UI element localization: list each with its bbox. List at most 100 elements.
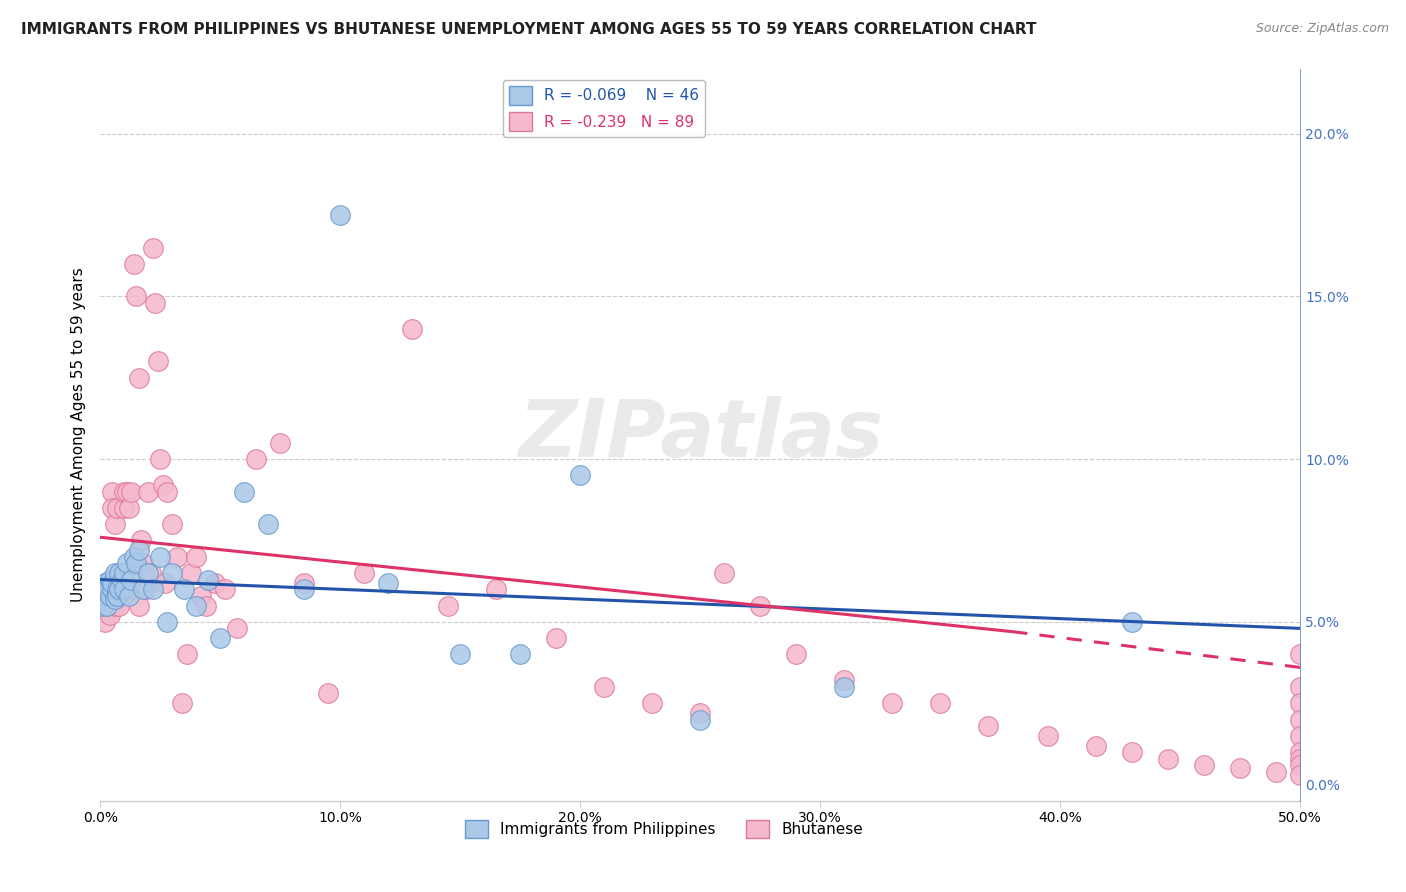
Point xyxy=(160,566,183,580)
Point xyxy=(1121,615,1143,629)
Point xyxy=(292,582,315,597)
Point xyxy=(91,582,114,597)
Point xyxy=(149,549,172,564)
Point xyxy=(485,582,508,597)
Point xyxy=(180,566,202,580)
Y-axis label: Unemployment Among Ages 55 to 59 years: Unemployment Among Ages 55 to 59 years xyxy=(72,268,86,602)
Point xyxy=(1229,761,1251,775)
Point xyxy=(112,500,135,515)
Point xyxy=(269,435,291,450)
Point xyxy=(125,556,148,570)
Point xyxy=(546,631,568,645)
Point xyxy=(129,533,152,548)
Point xyxy=(118,589,141,603)
Point xyxy=(194,599,217,613)
Point xyxy=(449,648,471,662)
Point xyxy=(1289,745,1312,759)
Point xyxy=(101,484,124,499)
Point xyxy=(209,631,232,645)
Point xyxy=(108,566,131,580)
Point xyxy=(125,556,148,570)
Point xyxy=(689,706,711,720)
Point xyxy=(115,484,138,499)
Point xyxy=(689,713,711,727)
Point xyxy=(641,696,664,710)
Point xyxy=(1036,729,1059,743)
Point xyxy=(1289,729,1312,743)
Point xyxy=(353,566,375,580)
Point xyxy=(101,582,124,597)
Point xyxy=(146,354,169,368)
Point xyxy=(98,589,121,603)
Point xyxy=(245,452,267,467)
Point xyxy=(112,484,135,499)
Legend: Immigrants from Philippines, Bhutanese: Immigrants from Philippines, Bhutanese xyxy=(458,814,869,845)
Point xyxy=(103,592,125,607)
Point xyxy=(1289,713,1312,727)
Point xyxy=(292,575,315,590)
Point xyxy=(108,599,131,613)
Point xyxy=(1289,648,1312,662)
Point xyxy=(233,484,256,499)
Point xyxy=(401,322,423,336)
Point xyxy=(118,500,141,515)
Point xyxy=(96,599,118,613)
Point xyxy=(929,696,952,710)
Point xyxy=(1289,758,1312,772)
Point xyxy=(91,599,114,613)
Point xyxy=(128,599,150,613)
Point xyxy=(135,582,157,597)
Point xyxy=(136,484,159,499)
Point xyxy=(136,566,159,580)
Point xyxy=(101,575,124,590)
Point xyxy=(749,599,772,613)
Point xyxy=(115,566,138,580)
Point xyxy=(184,599,207,613)
Point xyxy=(128,370,150,384)
Point xyxy=(105,589,128,603)
Point xyxy=(94,589,117,603)
Point xyxy=(98,608,121,623)
Point xyxy=(1289,696,1312,710)
Point xyxy=(103,599,125,613)
Point xyxy=(593,680,616,694)
Point xyxy=(96,599,118,613)
Point xyxy=(1157,751,1180,765)
Point xyxy=(166,549,188,564)
Point xyxy=(125,289,148,303)
Point xyxy=(101,575,124,590)
Point xyxy=(184,549,207,564)
Point xyxy=(105,582,128,597)
Point xyxy=(120,573,142,587)
Point xyxy=(156,484,179,499)
Point xyxy=(98,589,121,603)
Point xyxy=(112,566,135,580)
Point xyxy=(569,468,592,483)
Point xyxy=(111,582,134,597)
Point xyxy=(91,599,114,613)
Point xyxy=(101,500,124,515)
Point xyxy=(98,573,121,587)
Point xyxy=(1289,680,1312,694)
Point xyxy=(173,582,195,597)
Text: IMMIGRANTS FROM PHILIPPINES VS BHUTANESE UNEMPLOYMENT AMONG AGES 55 TO 59 YEARS : IMMIGRANTS FROM PHILIPPINES VS BHUTANESE… xyxy=(21,22,1036,37)
Point xyxy=(190,589,212,603)
Point xyxy=(128,543,150,558)
Point xyxy=(118,582,141,597)
Point xyxy=(142,582,165,597)
Point xyxy=(832,673,855,688)
Point xyxy=(1085,739,1108,753)
Point xyxy=(832,680,855,694)
Point xyxy=(122,257,145,271)
Point xyxy=(880,696,903,710)
Point xyxy=(94,615,117,629)
Point xyxy=(94,589,117,603)
Point xyxy=(108,582,131,597)
Point xyxy=(120,566,142,580)
Point xyxy=(142,241,165,255)
Point xyxy=(91,582,114,597)
Point xyxy=(143,296,166,310)
Point xyxy=(120,484,142,499)
Point xyxy=(257,517,280,532)
Point xyxy=(108,566,131,580)
